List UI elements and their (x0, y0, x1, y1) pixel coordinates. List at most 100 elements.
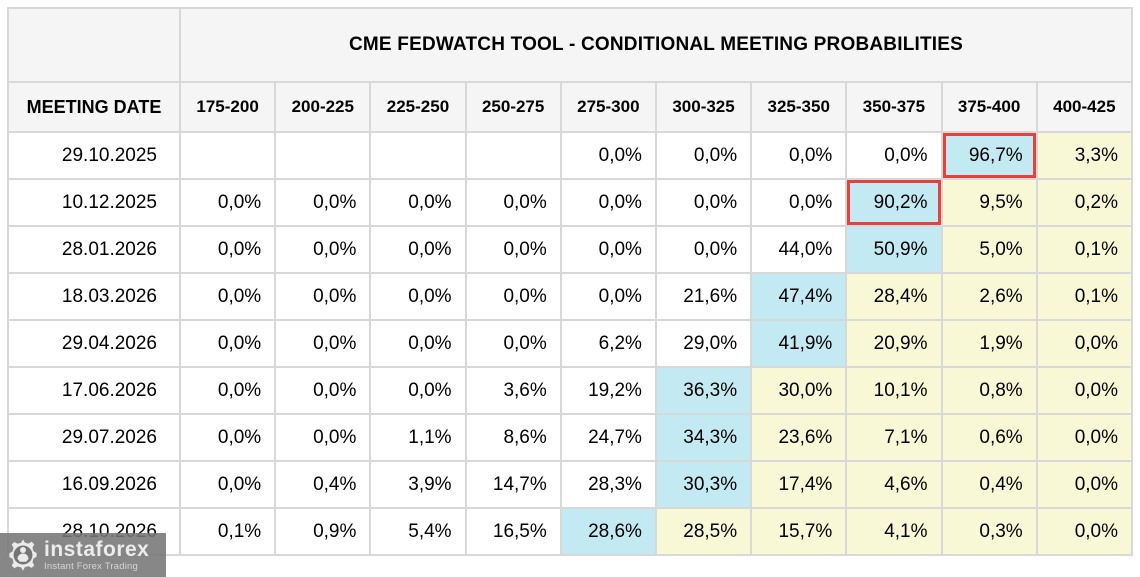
rate-bin-header: 225-250 (369, 81, 467, 133)
prob-cell: 28,5% (654, 507, 753, 556)
prob-cell: 21,6% (654, 272, 753, 321)
prob-cell: 9,5% (940, 178, 1038, 227)
table-row: 28.01.2026 0,0% 0,0% 0,0% 0,0% 0,0% 0,0% 44,0% 5… (7, 225, 1134, 274)
prob-cell: 0,0% (274, 413, 372, 462)
rate-bin-header: 275-300 (559, 81, 657, 133)
meeting-date-cell: 28.01.2026 (7, 225, 181, 274)
prob-cell: 0,0% (178, 225, 277, 274)
prob-cell: 0,0% (1035, 460, 1134, 509)
prob-cell: 0,0% (464, 319, 562, 368)
prob-cell: 0,0% (274, 272, 372, 321)
prob-cell: 16,5% (464, 507, 562, 556)
prob-cell: 0,1% (178, 507, 277, 556)
prob-cell: 10,1% (845, 366, 943, 415)
prob-cell: 1,1% (369, 413, 467, 462)
prob-cell: 36,3% (654, 366, 753, 415)
rate-bin-header: 350-375 (845, 81, 943, 133)
prob-cell: 0,0% (178, 272, 277, 321)
prob-cell: 29,0% (654, 319, 753, 368)
table-row: 29.04.2026 0,0% 0,0% 0,0% 0,0% 6,2% 29,0% 41,9%… (7, 319, 1134, 368)
prob-cell: 5,0% (940, 225, 1038, 274)
table-row: 16.09.2026 0,0% 0,4% 3,9% 14,7% 28,3% 30,3% 17,… (7, 460, 1134, 509)
prob-cell: 4,1% (845, 507, 943, 556)
prob-cell: 0,0% (1035, 319, 1134, 368)
prob-cell: 0,4% (940, 460, 1038, 509)
fedwatch-table-wrap: CME FEDWATCH TOOL - CONDITIONAL MEETING … (7, 7, 1134, 556)
prob-cell: 6,2% (559, 319, 657, 368)
meeting-date-cell: 18.03.2026 (7, 272, 181, 321)
prob-cell: 0,3% (940, 507, 1038, 556)
prob-cell: 0,0% (178, 413, 277, 462)
corner-cell (7, 7, 181, 83)
prob-cell: 0,1% (1035, 225, 1134, 274)
prob-cell (369, 131, 467, 180)
prob-cell: 30,0% (750, 366, 848, 415)
table-row: 10.12.2025 0,0% 0,0% 0,0% 0,0% 0,0% 0,0% 0,0% 90… (7, 178, 1134, 227)
prob-cell: 28,6% (559, 507, 657, 556)
instaforex-gear-logo-icon (9, 539, 37, 571)
prob-cell: 0,6% (940, 413, 1038, 462)
prob-cell: 15,7% (750, 507, 848, 556)
watermark-tagline: Instant Forex Trading (44, 560, 138, 572)
prob-cell: 0,0% (654, 131, 753, 180)
prob-cell: 5,4% (369, 507, 467, 556)
prob-cell: 30,3% (654, 460, 753, 509)
rate-bin-header: 375-400 (940, 81, 1038, 133)
header-row: MEETING DATE 175-200 200-225 225-250 250-27… (7, 81, 1134, 133)
prob-cell: 7,1% (845, 413, 943, 462)
prob-cell: 0,0% (178, 366, 277, 415)
prob-cell: 0,0% (654, 225, 753, 274)
meeting-date-cell: 10.12.2025 (7, 178, 181, 227)
prob-cell: 17,4% (750, 460, 848, 509)
prob-cell (178, 131, 277, 180)
prob-cell: 0,0% (274, 225, 372, 274)
prob-cell: 96,7% (940, 131, 1038, 180)
prob-cell: 0,0% (178, 460, 277, 509)
prob-cell: 50,9% (845, 225, 943, 274)
prob-cell: 19,2% (559, 366, 657, 415)
prob-cell: 8,6% (464, 413, 562, 462)
rate-bin-header: 325-350 (750, 81, 848, 133)
instaforex-watermark: instaforex Instant Forex Trading (0, 533, 166, 577)
rate-bin-header: 400-425 (1035, 81, 1134, 133)
prob-cell: 0,0% (274, 178, 372, 227)
prob-cell: 2,6% (940, 272, 1038, 321)
prob-cell: 0,0% (178, 319, 277, 368)
prob-cell: 24,7% (559, 413, 657, 462)
prob-cell: 0,0% (1035, 366, 1134, 415)
prob-cell: 0,0% (1035, 507, 1134, 556)
prob-cell: 14,7% (464, 460, 562, 509)
prob-cell: 0,0% (369, 366, 467, 415)
prob-cell: 3,9% (369, 460, 467, 509)
prob-cell: 0,0% (369, 319, 467, 368)
prob-cell: 0,0% (1035, 413, 1134, 462)
rate-bin-header: 250-275 (464, 81, 562, 133)
prob-cell: 47,4% (750, 272, 848, 321)
prob-cell (274, 131, 372, 180)
table-row: 28.10.2026 0,1% 0,9% 5,4% 16,5% 28,6% 28,5% 15,… (7, 507, 1134, 556)
prob-cell: 0,0% (464, 272, 562, 321)
rate-bin-header: 300-325 (654, 81, 753, 133)
prob-cell: 0,2% (1035, 178, 1134, 227)
meeting-date-cell: 29.07.2026 (7, 413, 181, 462)
prob-cell: 0,0% (559, 178, 657, 227)
table-body: 29.10.2025 0,0% 0,0% 0,0% 0,0% 96,7% 3,3% 10.12… (7, 131, 1134, 556)
prob-cell: 0,0% (178, 178, 277, 227)
table-row: 29.07.2026 0,0% 0,0% 1,1% 8,6% 24,7% 34,3% 23,6… (7, 413, 1134, 462)
table-row: 17.06.2026 0,0% 0,0% 0,0% 3,6% 19,2% 36,3% 30,0… (7, 366, 1134, 415)
prob-cell: 90,2% (845, 178, 943, 227)
prob-cell: 0,0% (559, 272, 657, 321)
prob-cell: 0,4% (274, 460, 372, 509)
prob-cell: 23,6% (750, 413, 848, 462)
prob-cell: 0,8% (940, 366, 1038, 415)
meeting-date-header: MEETING DATE (7, 81, 181, 133)
table-title: CME FEDWATCH TOOL - CONDITIONAL MEETING … (179, 7, 1133, 83)
prob-cell: 0,0% (559, 225, 657, 274)
prob-cell: 0,0% (369, 225, 467, 274)
prob-cell: 0,0% (750, 131, 848, 180)
meeting-date-cell: 29.10.2025 (7, 131, 181, 180)
rate-bin-header: 200-225 (274, 81, 372, 133)
prob-cell: 0,9% (274, 507, 372, 556)
prob-cell: 0,0% (464, 178, 562, 227)
prob-cell: 28,4% (845, 272, 943, 321)
